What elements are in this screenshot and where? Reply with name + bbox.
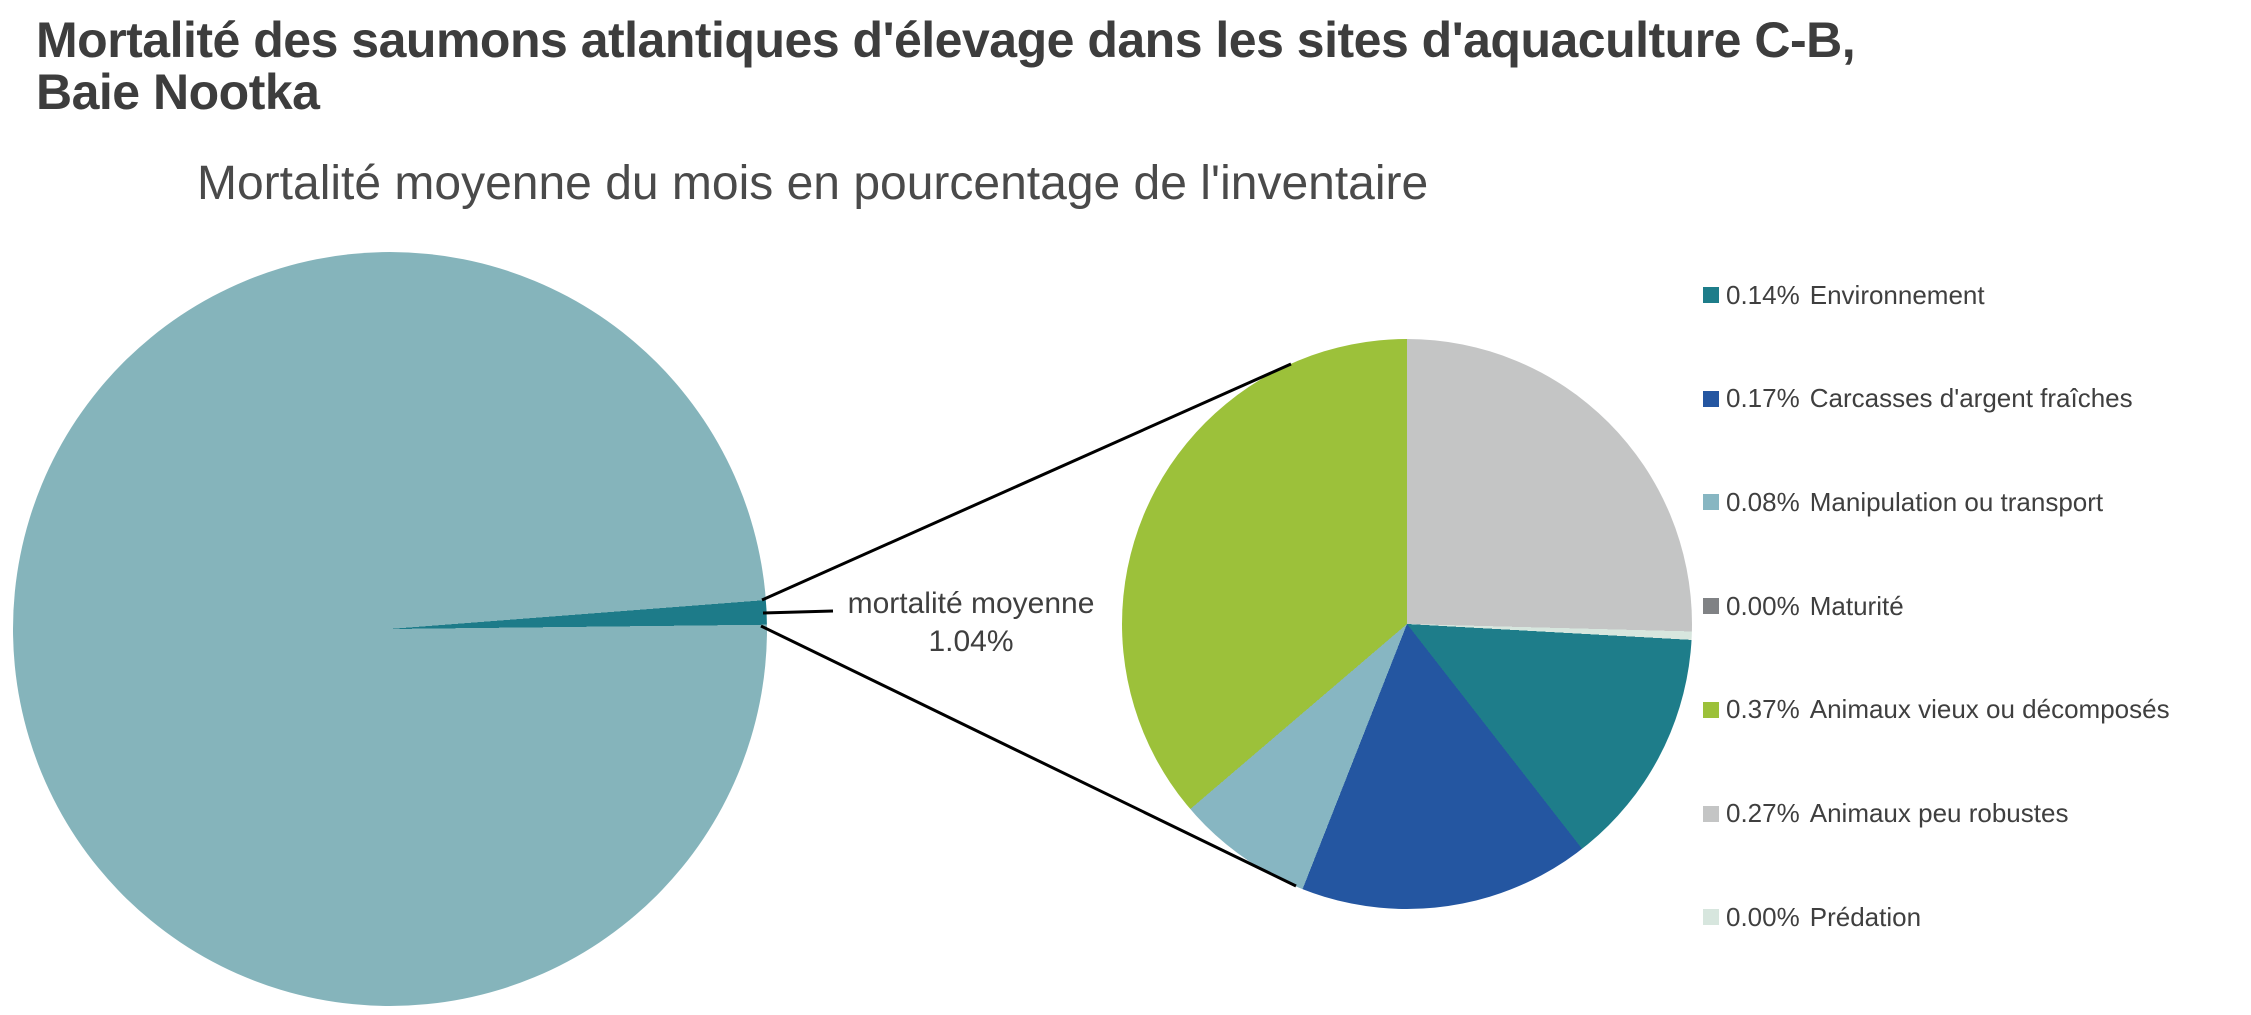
legend-item: 0.27% Animaux peu robustes (1703, 798, 2068, 830)
legend-item: 0.00% Prédation (1703, 901, 1921, 933)
legend-pct: 0.08% (1726, 486, 1800, 517)
legend-item: 0.08% Manipulation ou transport (1703, 486, 2103, 518)
legend-item: 0.17% Carcasses d'argent fraîches (1703, 383, 2133, 415)
mean-mortality-callout: mortalité moyenne 1.04% (847, 587, 1095, 658)
legend-label: Animaux vieux ou décomposés (1809, 694, 2170, 725)
legend-pct: 0.00% (1726, 901, 1800, 932)
legend-pct: 0.37% (1726, 694, 1800, 725)
legend-marker-icon (1703, 805, 1719, 822)
legend-marker-icon (1703, 494, 1719, 511)
legend-label: Animaux peu robustes (1809, 798, 2069, 828)
legend-label: Manipulation ou transport (1809, 486, 2104, 517)
main-pie (13, 252, 767, 1006)
legend-item: 0.37% Animaux vieux ou décomposés (1703, 694, 2170, 726)
legend-pct: 0.17% (1726, 383, 1800, 414)
legend-marker-icon (1703, 909, 1719, 926)
legend-marker-icon (1703, 701, 1719, 718)
legend-item: 0.14% Environnement (1703, 279, 1985, 311)
legend-pct: 0.00% (1726, 590, 1800, 621)
legend-pct: 0.27% (1726, 798, 1800, 828)
chart-subtitle: Mortalité moyenne du mois en pourcentage… (197, 157, 1429, 210)
detail-pie (1122, 339, 1692, 909)
legend-marker-icon (1703, 390, 1719, 407)
legend: 0.14% Environnement 0.17% Carcasses d'argen… (1703, 0, 2243, 1015)
legend-label: Carcasses d'argent fraîches (1809, 383, 2133, 414)
legend-label: Environnement (1809, 279, 1985, 310)
legend-marker-icon (1703, 287, 1719, 303)
legend-pct: 0.14% (1726, 279, 1800, 310)
legend-label: Maturité (1809, 590, 1904, 621)
legend-label: Prédation (1809, 901, 1922, 932)
legend-marker-icon (1703, 598, 1719, 615)
chart-title: Mortalité des saumons atlantiques d'élev… (36, 12, 1856, 120)
legend-item: 0.00% Maturité (1703, 590, 1904, 622)
